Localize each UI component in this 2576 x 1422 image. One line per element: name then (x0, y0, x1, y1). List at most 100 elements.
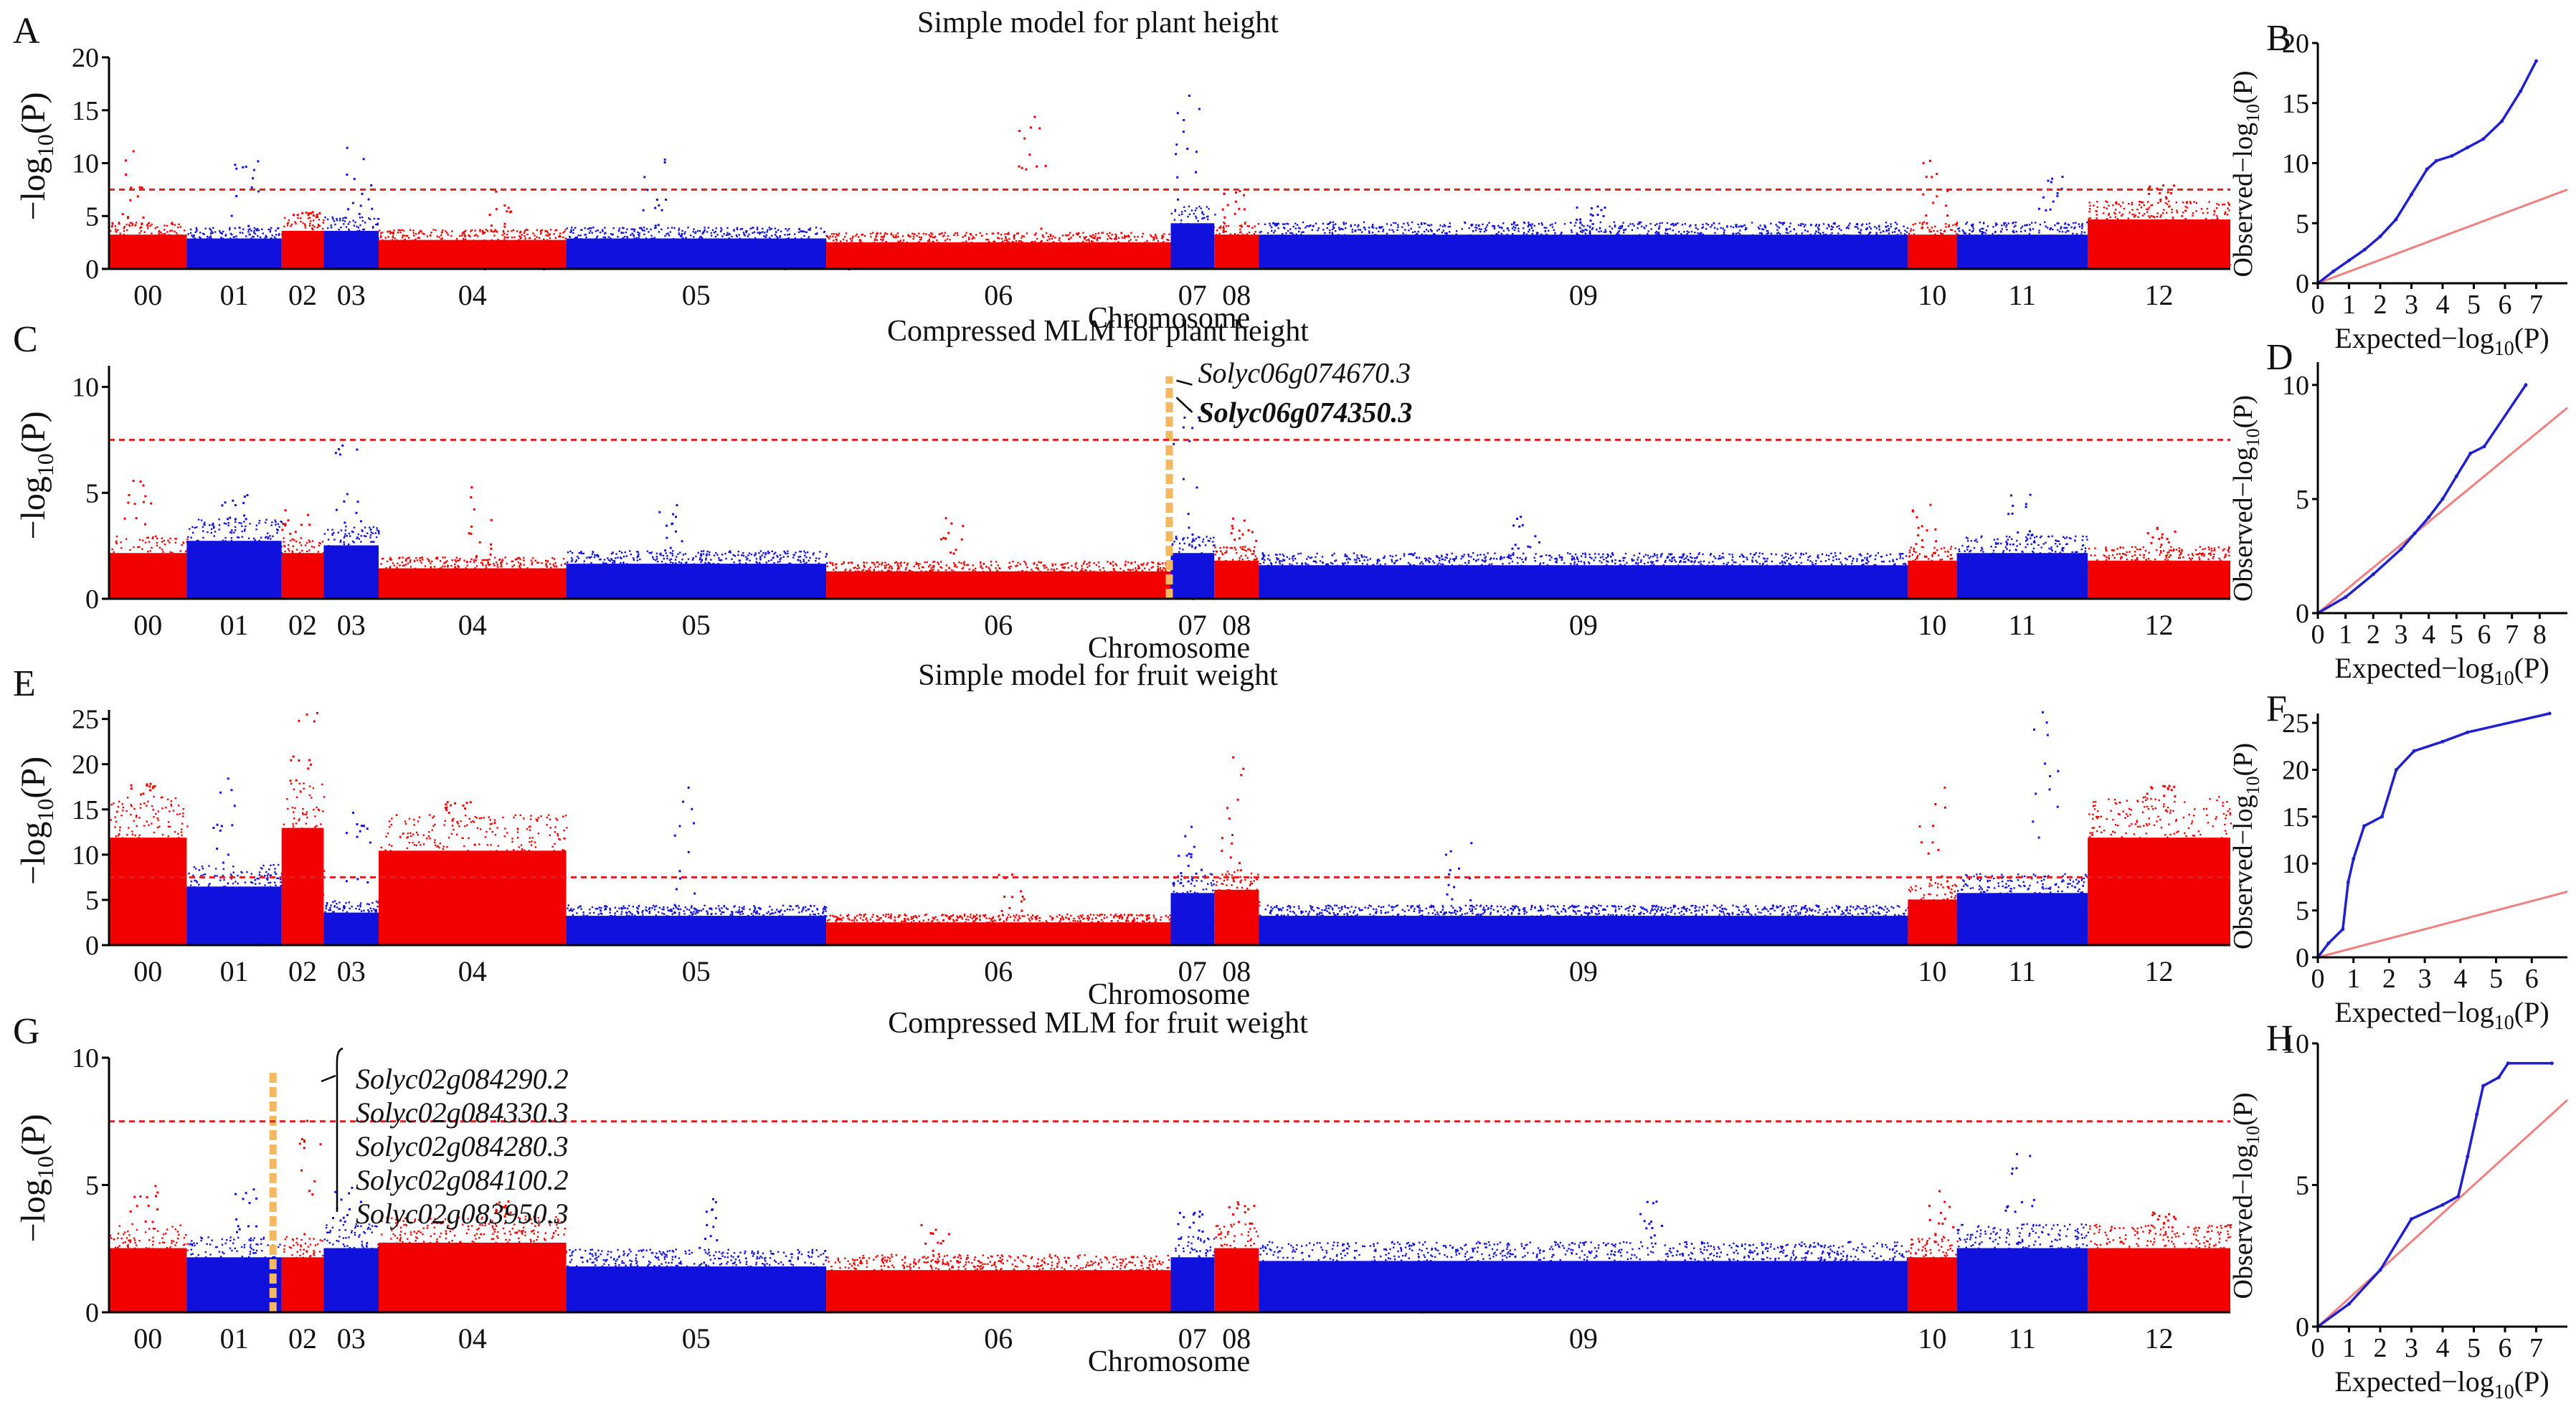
snp-point (2224, 213, 2226, 215)
snp-point (1695, 227, 1697, 229)
snp-point (1393, 222, 1395, 224)
snp-point (1720, 227, 1722, 229)
snp-point (1670, 224, 1672, 226)
snp-point (1831, 232, 1833, 234)
snp-point (886, 233, 889, 235)
snp-point (1333, 227, 1335, 229)
snp-point (1512, 232, 1514, 235)
snp-point (1591, 228, 1594, 230)
snp-point (2003, 224, 2005, 226)
snp-point (1643, 227, 1645, 229)
snp-point (359, 229, 361, 232)
snp-peak-point (1233, 212, 1236, 215)
snp-point (1424, 230, 1426, 233)
snp-point (1637, 223, 1639, 225)
snp-point (2000, 230, 2002, 232)
snp-point (242, 228, 245, 230)
snp-point (1910, 229, 1912, 232)
snp-point (584, 234, 586, 236)
snp-point (1620, 227, 1622, 229)
snp-point (214, 231, 217, 233)
snp-point (1665, 228, 1667, 230)
snp-point (1036, 237, 1038, 240)
snp-point (1358, 224, 1360, 226)
snp-point (1965, 223, 1967, 225)
snp-point (131, 222, 133, 224)
snp-point (1895, 227, 1898, 229)
snp-point (1890, 223, 1892, 225)
snp-point (1225, 225, 1228, 227)
snp-point (785, 228, 787, 230)
snp-point (436, 235, 438, 237)
snp-point (2131, 202, 2134, 204)
snp-point (1051, 237, 1053, 240)
snp-point (2007, 222, 2009, 224)
snp-point (1984, 232, 1987, 234)
snp-point (158, 230, 161, 232)
snp-point (2189, 202, 2192, 204)
snp-point (577, 234, 579, 237)
snp-point (1878, 224, 1880, 227)
snp-point (1337, 227, 1340, 229)
snp-point (681, 234, 683, 236)
snp-point (324, 217, 326, 219)
snp-point (1908, 232, 1910, 234)
snp-point (1707, 224, 1710, 226)
snp-point (1386, 223, 1388, 225)
snp-point (1393, 231, 1395, 233)
snp-peak-point (362, 158, 365, 161)
qq-x-axis-title: Expected−log10(P) (2334, 322, 2549, 360)
snp-point (1368, 230, 1370, 232)
snp-point (2138, 204, 2141, 206)
snp-point (2114, 213, 2116, 215)
snp-point (1554, 232, 1556, 234)
snp-point (1895, 223, 1898, 225)
qq-x-tick-label: 2 (2374, 290, 2387, 320)
snp-point (1622, 232, 1625, 234)
snp-point (744, 234, 746, 237)
snp-peak-point (655, 199, 658, 201)
snp-peak-point (1038, 127, 1041, 130)
snp-point (322, 222, 324, 224)
snp-point (1543, 227, 1545, 229)
snp-point (678, 229, 680, 232)
snp-point (1082, 232, 1084, 234)
snp-point (720, 227, 722, 229)
snp-point (399, 229, 401, 232)
snp-point (2088, 217, 2090, 220)
snp-point (1484, 228, 1487, 230)
snp-point (815, 227, 818, 229)
snp-point (1732, 233, 1734, 235)
snp-point (699, 230, 701, 232)
snp-point (2184, 209, 2187, 212)
snp-point (756, 227, 759, 229)
snp-point (229, 227, 231, 229)
snp-point (1084, 238, 1086, 240)
snp-point (1705, 228, 1708, 230)
snp-peak-point (1033, 115, 1036, 118)
snp-point (183, 229, 186, 232)
snp-point (1618, 227, 1620, 229)
snp-point (673, 227, 676, 229)
snp-point (1380, 227, 1382, 229)
snp-point (1302, 221, 1304, 224)
snp-point (1730, 225, 1732, 227)
snp-point (1218, 227, 1221, 229)
snp-point (1115, 235, 1117, 237)
snp-point (1069, 237, 1071, 240)
snp-point (1726, 225, 1728, 227)
snp-point (1371, 232, 1374, 234)
snp-point (339, 217, 341, 219)
snp-point (1479, 230, 1482, 233)
snp-point (1345, 227, 1347, 229)
snp-point (1537, 232, 1539, 234)
snp-point (158, 233, 160, 235)
snp-point (359, 224, 361, 227)
snp-point (858, 239, 861, 241)
snp-point (2032, 228, 2035, 230)
snp-point (576, 237, 578, 239)
snp-point (766, 231, 768, 233)
snp-point (756, 228, 759, 230)
snp-point (1184, 209, 1186, 212)
